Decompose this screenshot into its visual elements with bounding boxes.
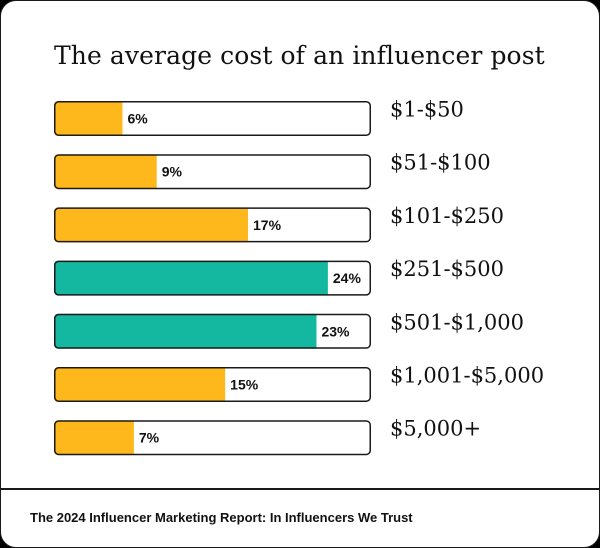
category-label: $1-$50 bbox=[390, 98, 464, 122]
bar-row: 9% $51-$100 bbox=[54, 151, 491, 190]
data-label: 15% bbox=[230, 377, 259, 393]
bar-row: 17% $101-$250 bbox=[54, 204, 504, 243]
bar-row: 24% $251-$500 bbox=[54, 257, 504, 296]
bar bbox=[54, 101, 123, 136]
data-label: 7% bbox=[139, 430, 160, 446]
bar bbox=[54, 313, 317, 349]
footer-divider bbox=[1, 488, 599, 490]
data-label: 24% bbox=[333, 270, 362, 286]
bar-track bbox=[54, 101, 371, 136]
bar bbox=[54, 154, 157, 190]
bar-row: 15% $1,001-$5,000 bbox=[54, 364, 544, 402]
bar-chart: 6% $1-$50 9% $51-$100 17% $101-$250 24% $251-$5… bbox=[54, 98, 544, 456]
category-label: $501-$1,000 bbox=[390, 310, 524, 334]
source-footer: The 2024 Influencer Marketing Report: In… bbox=[30, 510, 413, 525]
data-label: 17% bbox=[253, 217, 282, 233]
bar bbox=[54, 207, 249, 243]
category-label: $5,000+ bbox=[390, 417, 481, 441]
data-label: 6% bbox=[127, 111, 148, 127]
data-label: 9% bbox=[162, 164, 183, 180]
bar bbox=[54, 260, 328, 296]
category-label: $101-$250 bbox=[390, 204, 504, 228]
chart-title: The average cost of an influencer post bbox=[54, 41, 545, 70]
category-label: $251-$500 bbox=[390, 257, 504, 281]
bar-outline bbox=[54, 260, 371, 296]
bar-outline bbox=[54, 367, 371, 402]
bar-outline bbox=[54, 313, 371, 349]
bar-outline bbox=[54, 154, 371, 190]
bar-row: 6% $1-$50 bbox=[54, 98, 464, 136]
category-label: $1,001-$5,000 bbox=[390, 364, 544, 388]
bar-outline bbox=[54, 101, 371, 136]
bar bbox=[54, 420, 134, 456]
bar-outline bbox=[54, 420, 371, 456]
bar bbox=[54, 367, 226, 402]
bar-row: 23% $501-$1,000 bbox=[54, 310, 524, 349]
category-label: $51-$100 bbox=[390, 151, 491, 175]
bar-outline bbox=[54, 207, 371, 243]
bar-row: 7% $5,000+ bbox=[54, 417, 481, 456]
data-label: 23% bbox=[321, 323, 350, 339]
